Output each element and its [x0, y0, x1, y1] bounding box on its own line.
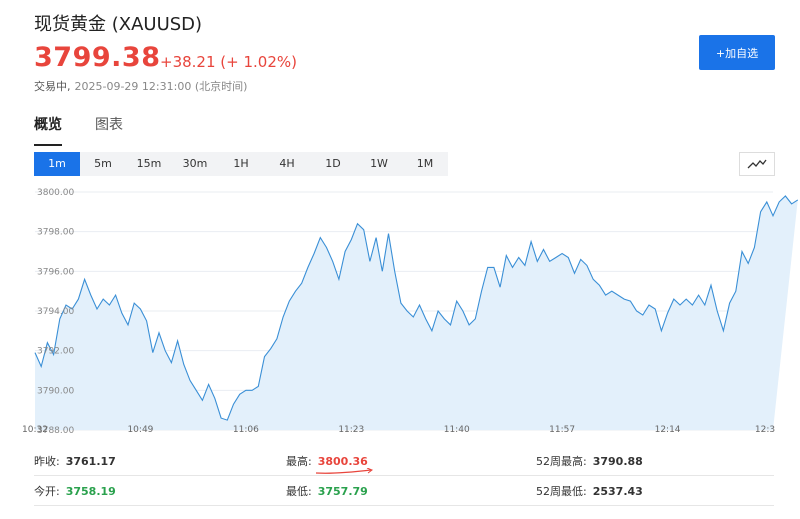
stat-value: 2537.43 [592, 484, 643, 498]
x-tick-label: 11:06 [233, 425, 259, 435]
y-tick-label: 3796.00 [37, 267, 74, 277]
range-1d[interactable]: 1D [325, 157, 341, 170]
range-5m[interactable]: 5m [94, 157, 112, 170]
x-tick-label: 12:3 [755, 425, 775, 435]
red-underline-mark [315, 467, 373, 474]
stat-value: 3758.19 [65, 484, 116, 498]
x-tick-label: 11:23 [338, 425, 364, 435]
stat-open: 今开: 3758.19 [34, 483, 286, 499]
stat-value: 3800.36 [315, 454, 373, 474]
x-tick-label: 10:32 [22, 425, 48, 435]
line-chart-icon [747, 159, 767, 169]
stat-value: 3761.17 [65, 454, 116, 468]
stat-label: 最高: [286, 454, 312, 468]
y-tick-label: 3794.00 [37, 307, 74, 317]
stats-row: 昨收: 3761.17 最高: 3800.36 52周最高: 3790.88 [34, 446, 774, 476]
add-to-watchlist-button[interactable]: +加自选 [699, 35, 775, 70]
trading-time: 2025-09-29 12:31:00 (北京时间) [74, 80, 248, 93]
stat-value: 3790.88 [592, 454, 643, 468]
y-tick-label: 3792.00 [37, 347, 74, 357]
last-price: 3799.38 [34, 42, 161, 73]
price-change: +38.21 (+ 1.02%) [160, 53, 297, 71]
stat-label: 今开: [34, 484, 60, 498]
price-area [35, 196, 798, 430]
price-chart[interactable]: 3800.00 3798.00 3796.00 3794.00 3792.00 3790.… [0, 180, 800, 440]
stat-prev-close: 昨收: 3761.17 [34, 453, 286, 469]
tab-overview[interactable]: 概览 [34, 114, 62, 146]
stat-label: 52周最高: [536, 454, 587, 468]
stat-label: 52周最低: [536, 484, 587, 498]
stat-52w-high: 52周最高: 3790.88 [536, 453, 774, 469]
x-tick-label: 10:49 [127, 425, 153, 435]
time-range-selector: 1m 5m 15m 30m 1H 4H 1D 1W 1M [34, 152, 448, 176]
stats-panel: 昨收: 3761.17 最高: 3800.36 52周最高: 3790.88 今开: 3… [34, 446, 774, 506]
stat-high: 最高: 3800.36 [286, 453, 536, 474]
y-tick-label: 3790.00 [37, 386, 74, 396]
stat-high-value: 3800.36 [317, 454, 368, 468]
y-tick-label: 3798.00 [37, 228, 74, 238]
range-15m[interactable]: 15m [136, 157, 162, 170]
stats-row: 今开: 3758.19 最低: 3757.79 52周最低: 2537.43 [34, 476, 774, 506]
stat-value: 3757.79 [317, 484, 368, 498]
range-1h[interactable]: 1H [233, 157, 249, 170]
y-tick-label: 3800.00 [37, 188, 74, 198]
x-tick-label: 11:57 [549, 425, 575, 435]
range-1w[interactable]: 1W [370, 157, 388, 170]
range-4h[interactable]: 4H [279, 157, 295, 170]
stat-label: 最低: [286, 484, 312, 498]
view-tabs: 概览 图表 [34, 114, 156, 146]
x-tick-label: 12:14 [655, 425, 681, 435]
stat-52w-low: 52周最低: 2537.43 [536, 483, 774, 499]
trading-status: 交易中, 2025-09-29 12:31:00 (北京时间) [34, 78, 247, 94]
price-line [34, 195, 799, 421]
tab-chart[interactable]: 图表 [95, 117, 123, 133]
instrument-title: 现货黄金 (XAUUSD) [34, 14, 203, 35]
stat-label: 昨收: [34, 454, 60, 468]
y-tick-label: 3788.00 [37, 426, 74, 436]
chart-type-toggle[interactable] [739, 152, 775, 176]
stat-low: 最低: 3757.79 [286, 483, 536, 499]
x-tick-label: 11:40 [444, 425, 470, 435]
trading-status-label: 交易中, [34, 80, 71, 93]
range-1mo[interactable]: 1M [416, 157, 434, 170]
range-30m[interactable]: 30m [182, 157, 208, 170]
range-1m[interactable]: 1m [34, 152, 80, 176]
